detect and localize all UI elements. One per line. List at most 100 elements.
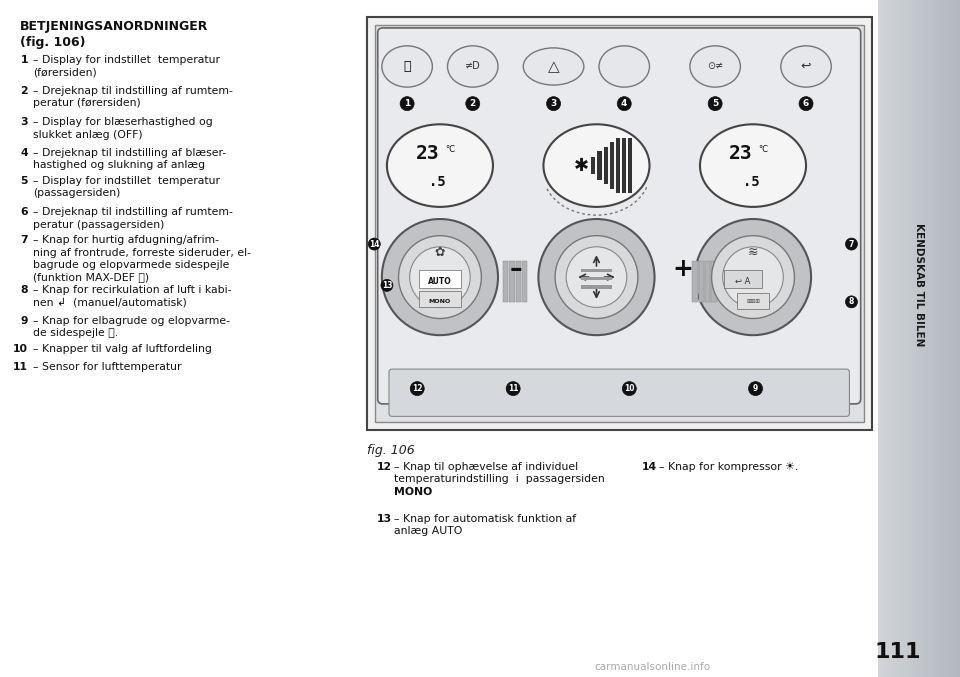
Circle shape: [846, 296, 857, 308]
FancyBboxPatch shape: [419, 290, 461, 307]
Text: 14: 14: [369, 240, 379, 248]
Text: ⊞⊞⊞: ⊞⊞⊞: [746, 299, 760, 303]
Text: – Sensor for lufttemperatur: – Sensor for lufttemperatur: [33, 362, 181, 372]
Circle shape: [398, 236, 481, 318]
Text: (fig. 106): (fig. 106): [20, 36, 85, 49]
Ellipse shape: [543, 125, 650, 207]
Circle shape: [566, 247, 627, 307]
Text: ✱: ✱: [574, 156, 588, 175]
Bar: [615, 138, 620, 193]
Text: 23: 23: [729, 144, 752, 162]
Text: 23: 23: [416, 144, 439, 162]
Text: ≋: ≋: [748, 246, 758, 259]
Text: ↩: ↩: [801, 60, 811, 73]
Text: 11: 11: [508, 384, 518, 393]
Text: – Knap for recirkulation af luft i kabi-: – Knap for recirkulation af luft i kabi-: [33, 285, 231, 295]
Bar: [705, 261, 710, 302]
Text: – Knap for automatisk funktion af: – Knap for automatisk funktion af: [395, 514, 576, 524]
Text: 14: 14: [642, 462, 658, 472]
Text: slukket anlæg (OFF): slukket anlæg (OFF): [33, 129, 143, 139]
Text: – Drejeknap til indstilling af blæser-: – Drejeknap til indstilling af blæser-: [33, 148, 227, 158]
Text: – Knap for hurtig afdugning/afrim-: – Knap for hurtig afdugning/afrim-: [33, 235, 219, 245]
Text: 9: 9: [753, 384, 758, 393]
Ellipse shape: [690, 46, 740, 87]
Bar: [582, 285, 612, 288]
Text: – Knap til ophævelse af individuel: – Knap til ophævelse af individuel: [395, 462, 579, 472]
Text: 7: 7: [849, 240, 854, 248]
Text: hastighed og slukning af anlæg: hastighed og slukning af anlæg: [33, 160, 205, 171]
Text: fig. 106: fig. 106: [367, 444, 415, 457]
Circle shape: [622, 382, 636, 395]
Text: 12: 12: [412, 384, 422, 393]
Text: 8: 8: [849, 297, 854, 307]
Bar: [699, 261, 704, 302]
Text: 11: 11: [13, 362, 28, 372]
Text: BETJENINGSANORDNINGER: BETJENINGSANORDNINGER: [20, 20, 208, 33]
Bar: [622, 138, 626, 193]
Bar: [597, 151, 602, 180]
Text: (funktion MAX-DEF ⒥): (funktion MAX-DEF ⒥): [33, 273, 149, 282]
Text: 🚗: 🚗: [403, 60, 411, 73]
Ellipse shape: [700, 125, 806, 207]
Ellipse shape: [447, 46, 498, 87]
Circle shape: [539, 219, 655, 335]
Text: – Display for blæserhastighed og: – Display for blæserhastighed og: [33, 117, 213, 127]
Text: anlæg AUTO: anlæg AUTO: [395, 527, 463, 536]
Text: 12: 12: [377, 462, 393, 472]
FancyBboxPatch shape: [737, 293, 769, 309]
Circle shape: [695, 219, 811, 335]
Circle shape: [799, 97, 813, 110]
Text: de sidespejle ⒦.: de sidespejle ⒦.: [33, 328, 118, 338]
Text: –: –: [510, 257, 522, 281]
Text: MONO: MONO: [395, 487, 433, 497]
Circle shape: [846, 238, 857, 250]
Text: 13: 13: [382, 281, 393, 290]
Text: bagrude og elopvarmede sidespejle: bagrude og elopvarmede sidespejle: [33, 260, 229, 270]
Circle shape: [369, 238, 380, 250]
Text: – Knap for elbagrude og elopvarme-: – Knap for elbagrude og elopvarme-: [33, 316, 230, 326]
Text: 4: 4: [20, 148, 28, 158]
Text: 3: 3: [550, 99, 557, 108]
Text: .5: .5: [429, 175, 445, 189]
Text: – Drejeknap til indstilling af rumtem-: – Drejeknap til indstilling af rumtem-: [33, 86, 233, 96]
Text: carmanualsonline.info: carmanualsonline.info: [595, 662, 710, 672]
Ellipse shape: [387, 125, 493, 207]
Ellipse shape: [780, 46, 831, 87]
Circle shape: [723, 247, 783, 307]
Bar: [582, 269, 612, 272]
Text: ⊙≠: ⊙≠: [707, 62, 723, 72]
Text: AUTO: AUTO: [428, 277, 452, 286]
Circle shape: [749, 382, 762, 395]
Circle shape: [400, 97, 414, 110]
Text: ≠D: ≠D: [465, 62, 481, 72]
Bar: [591, 157, 595, 174]
Text: °C: °C: [445, 145, 455, 154]
Text: 1: 1: [20, 55, 28, 65]
Text: peratur (passagersiden): peratur (passagersiden): [33, 219, 164, 230]
Circle shape: [711, 236, 795, 318]
Text: 5: 5: [20, 176, 28, 186]
Circle shape: [382, 219, 498, 335]
Text: 5: 5: [712, 99, 718, 108]
Text: 1: 1: [404, 99, 410, 108]
Circle shape: [506, 382, 520, 395]
Bar: [628, 138, 632, 193]
Text: – Display for indstillet  temperatur: – Display for indstillet temperatur: [33, 176, 220, 186]
Bar: [604, 147, 608, 184]
Text: 4: 4: [621, 99, 628, 108]
Text: 8: 8: [20, 285, 28, 295]
Text: 3: 3: [20, 117, 28, 127]
Bar: [516, 261, 521, 302]
Text: ning af frontrude, forreste sideruder, el-: ning af frontrude, forreste sideruder, e…: [33, 248, 251, 257]
Text: 2: 2: [469, 99, 476, 108]
Circle shape: [617, 97, 632, 110]
Text: (førersiden): (førersiden): [33, 68, 97, 77]
Text: nen ↲  (manuel/automatisk): nen ↲ (manuel/automatisk): [33, 297, 187, 307]
Bar: [711, 261, 717, 302]
Text: 6: 6: [803, 99, 809, 108]
Text: 10: 10: [13, 344, 28, 354]
Bar: [582, 277, 612, 280]
Circle shape: [555, 236, 637, 318]
Text: ✿: ✿: [435, 246, 445, 259]
Text: 10: 10: [624, 384, 635, 393]
